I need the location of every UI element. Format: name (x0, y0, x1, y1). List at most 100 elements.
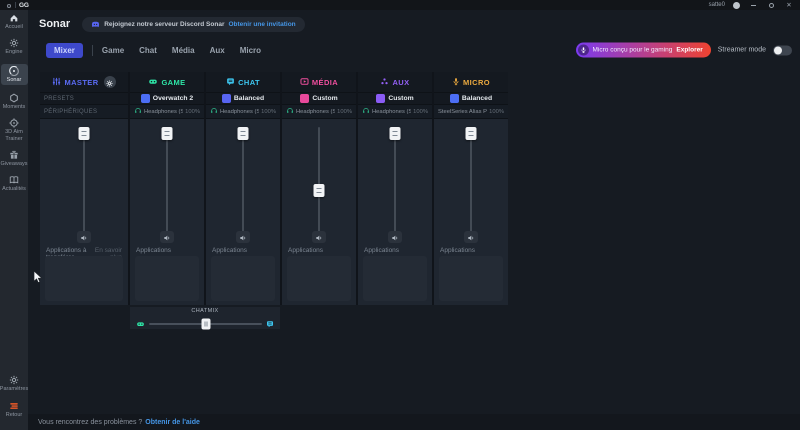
speaker-icon (391, 230, 399, 245)
mute-button[interactable] (77, 231, 91, 243)
applications-dropzone[interactable] (211, 256, 275, 301)
device-selector[interactable]: SteelSeries Alias Pro Inpu… 100% (434, 105, 508, 119)
mouse-cursor (33, 270, 44, 289)
device-name: Headphones (SteelS… (220, 108, 260, 115)
preset-selector[interactable]: Custom (282, 93, 356, 105)
fader-track[interactable] (83, 127, 85, 235)
promo-cta[interactable]: Explorer (676, 46, 703, 54)
applications-dropzone[interactable] (135, 256, 199, 301)
gear-icon (106, 75, 113, 90)
page-title: Sonar (39, 18, 71, 30)
tab-media[interactable]: Média (171, 45, 195, 55)
tab-aux[interactable]: Aux (209, 45, 225, 55)
fader-track[interactable] (394, 127, 396, 235)
tab-game[interactable]: Game (101, 45, 125, 55)
promo-banner[interactable]: Micro conçu pour le gaming Explorer (575, 42, 711, 58)
preset-name: Custom (388, 95, 414, 102)
discord-invite-link[interactable]: Obtenir une invitation (228, 20, 296, 28)
channel-body: Applications (130, 119, 204, 305)
chatmix-panel: CHATMIX (130, 307, 280, 330)
target-icon (9, 118, 19, 128)
tab-micro[interactable]: Micro (239, 45, 262, 55)
chatmix-handle[interactable] (201, 318, 210, 330)
discord-icon (91, 17, 100, 32)
fader-track[interactable] (166, 127, 168, 235)
sidebar-item-parametres[interactable]: Paramètres (0, 375, 28, 392)
sidebar-item-actualites[interactable]: Actualités (1, 175, 28, 192)
device-selector[interactable]: Headphones (SteelS… 100% (206, 105, 280, 119)
preset-selector[interactable]: Balanced (434, 93, 508, 105)
device-selector[interactable]: Headphones (SteelS… 100% (282, 105, 356, 119)
help-text: Vous rencontrez des problèmes ? (38, 418, 143, 426)
close-button[interactable]: ✕ (784, 1, 794, 10)
fader-handle[interactable] (389, 127, 401, 140)
tab-chat[interactable]: Chat (139, 45, 157, 55)
applications-dropzone[interactable] (363, 256, 427, 301)
channel-chat: CHAT Balanced Headphones (SteelS… 100% A… (206, 72, 280, 305)
sidebar-item-engine[interactable]: Engine (1, 38, 28, 55)
channel-name: GAME (161, 77, 186, 87)
tab-mixer[interactable]: Mixer (46, 42, 83, 58)
fader-track[interactable] (470, 127, 472, 235)
fader-handle[interactable] (237, 127, 249, 140)
devices-row-label: PÉRIPHÉRIQUES (44, 108, 98, 115)
streamer-mode-toggle[interactable] (773, 45, 792, 55)
mute-button[interactable] (464, 231, 478, 243)
device-selector[interactable]: Headphones (SteelS… 100% (358, 105, 432, 119)
devices-row-label-cell: PÉRIPHÉRIQUES (40, 105, 128, 119)
applications-dropzone[interactable] (439, 256, 503, 301)
fader-handle[interactable] (465, 127, 477, 140)
minimize-button[interactable] (748, 1, 758, 10)
fader-handle[interactable] (313, 184, 325, 197)
fader-track[interactable] (242, 127, 244, 235)
mute-button[interactable] (236, 231, 250, 243)
apps-label: Applications (288, 247, 324, 254)
mute-button[interactable] (388, 231, 402, 243)
master-settings-button[interactable] (103, 75, 116, 90)
sidebar-item-giveaways[interactable]: Giveaways (1, 150, 28, 167)
fader-handle[interactable] (78, 127, 90, 140)
device-name: Headphones (SteelS… (296, 108, 336, 115)
device-selector[interactable]: Headphones (SteelS… 100% (130, 105, 204, 119)
microphone-icon (577, 44, 589, 56)
home-icon (9, 13, 19, 23)
discord-banner[interactable]: Rejoignez notre serveur Discord Sonar Ob… (82, 16, 305, 32)
channel-header: MÉDIA (282, 72, 356, 93)
sidebar-item-retour[interactable]: Retour (1, 401, 28, 418)
device-volume: 100% (337, 108, 352, 115)
presets-row-label: PRESETS (44, 95, 75, 102)
sidebar-item-sonar[interactable]: Sonar (0, 63, 28, 85)
channel-header: MICRO (434, 72, 508, 93)
close-icon: ✕ (786, 2, 792, 9)
fader-track[interactable] (318, 127, 320, 235)
channel-name: MÉDIA (311, 77, 339, 87)
gift-icon (9, 150, 19, 160)
preset-selector[interactable]: Balanced (206, 93, 280, 105)
minimize-icon (750, 4, 756, 6)
channel-micro: MICRO Balanced SteelSeries Alias Pro Inp… (434, 72, 508, 305)
chatmix-slider[interactable] (149, 318, 262, 330)
sidebar-item-3d-aim-trainer[interactable]: 3D Aim Trainer (1, 118, 28, 142)
fader-handle[interactable] (161, 127, 173, 140)
preset-icon (221, 94, 231, 103)
mute-button[interactable] (312, 231, 326, 243)
speaker-icon (239, 230, 247, 245)
username[interactable]: satte0 (708, 2, 725, 8)
sidebar-item-accueil[interactable]: Accueil (1, 13, 28, 30)
channel-name: CHAT (238, 77, 260, 87)
media-icon (300, 77, 309, 88)
headphones-icon (362, 107, 370, 116)
channel-header: GAME (130, 72, 204, 93)
avatar[interactable] (733, 1, 740, 9)
help-link[interactable]: Obtenir de l'aide (145, 418, 200, 426)
preset-selector[interactable]: Overwatch 2 (130, 93, 204, 105)
restore-button[interactable] (766, 1, 776, 10)
applications-dropzone[interactable] (287, 256, 351, 301)
sidebar-item-moments[interactable]: Moments (1, 93, 28, 110)
mute-button[interactable] (160, 231, 174, 243)
preset-icon (449, 94, 459, 103)
mixer-grid: MASTER PRESETS PÉRIPHÉRIQUES Application… (40, 72, 508, 305)
applications-dropzone[interactable] (45, 256, 123, 301)
preset-selector[interactable]: Custom (358, 93, 432, 105)
